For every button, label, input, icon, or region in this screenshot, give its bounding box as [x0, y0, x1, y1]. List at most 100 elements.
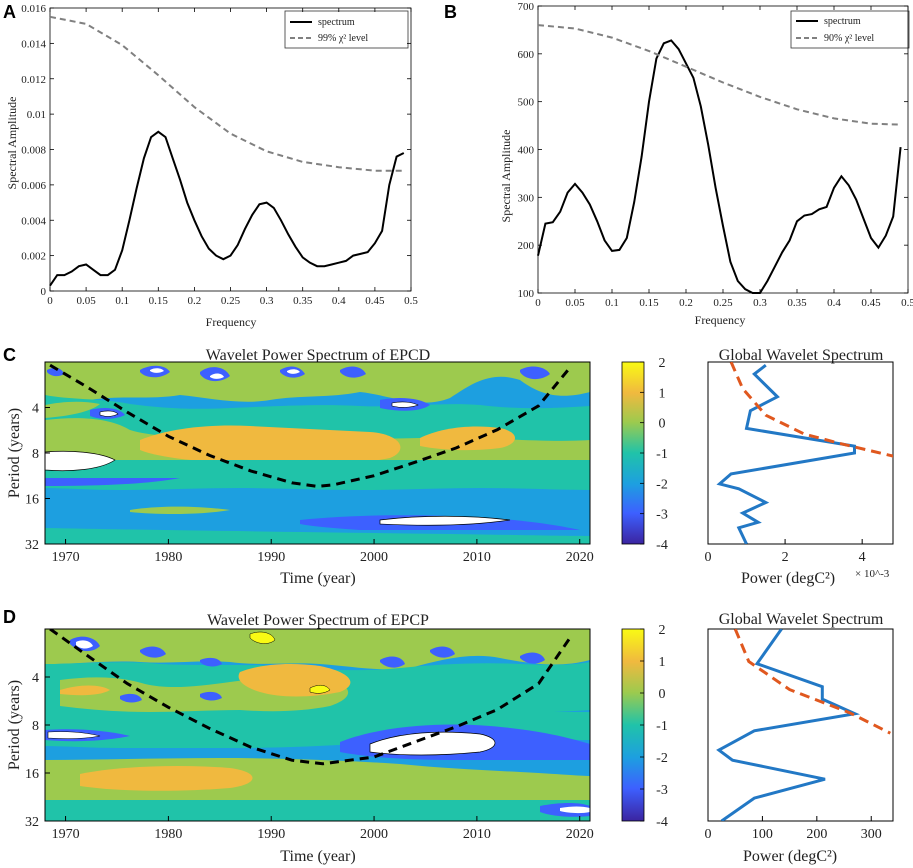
colorbar-tick-label: -4: [656, 815, 668, 830]
x-tick-label: 2000: [360, 550, 388, 565]
x-tick-label: 0.4: [827, 297, 841, 309]
contour-blue-top-6: [520, 652, 545, 664]
y-tick-label: 300: [518, 192, 535, 204]
x-tick-label: 0.1: [115, 295, 129, 307]
x-tick-label: 0.15: [149, 295, 169, 307]
x-tick-label: 0.45: [861, 297, 881, 309]
x-tick-label: 0.3: [753, 297, 767, 309]
panel-label-b: B: [444, 2, 457, 22]
x-tick-label: 0.2: [679, 297, 693, 309]
contour-white-top-1: [150, 368, 164, 373]
x-tick-label: 0.05: [76, 295, 96, 307]
x-tick-label: 0.5: [404, 295, 418, 307]
contour-orange-patch: [420, 426, 515, 451]
global-x-tick-label: 2: [782, 550, 789, 565]
x-tick-label: 0.2: [188, 295, 202, 307]
legend-entry-spectrum: spectrum: [824, 16, 861, 27]
y-tick-label: 8: [32, 719, 39, 734]
panel-label-d: D: [3, 607, 16, 627]
panel-c-wavelet-chart: Wavelet Power Spectrum of EPCD Time (yea…: [6, 347, 894, 587]
contour-blue-top-5: [520, 366, 550, 380]
y-tick-label: 600: [518, 49, 535, 61]
global-spectrum-line: [716, 364, 856, 544]
x-tick-label: 1980: [154, 827, 182, 842]
panel-c-global-xlabel: Power (degC²): [741, 570, 835, 587]
x-tick-label: 0.05: [565, 297, 585, 309]
y-tick-label: 0.014: [21, 38, 46, 50]
y-tick-label: 4: [32, 402, 39, 417]
contour-blue-mid-2: [120, 693, 142, 703]
global-x-tick-label: 4: [859, 550, 866, 565]
contour-white-band: [379, 515, 511, 526]
y-tick-label: 0.01: [27, 109, 46, 121]
colorbar-tick-label: -2: [656, 751, 668, 766]
contour-white-left: [47, 731, 101, 739]
panel-a-axes-frame: [49, 7, 412, 292]
panel-d-global-xlabel: Power (degC²): [743, 848, 837, 865]
y-tick-label: 700: [518, 1, 535, 13]
panel-c-global-title: Global Wavelet Spectrum: [719, 347, 884, 364]
contour-blue-strip: [45, 478, 180, 486]
global-x-tick-label: 200: [806, 827, 827, 842]
colorbar-tick-label: -1: [656, 447, 668, 462]
colorbar-tick-label: -3: [656, 783, 668, 798]
global-significance-line: [729, 362, 893, 458]
colorbar-tick-label: 2: [659, 623, 666, 638]
x-tick-label: 0.45: [365, 295, 385, 307]
panel-c-global-xscale: × 10^-3: [855, 568, 890, 580]
panel-b-legend-frame: [790, 10, 910, 49]
legend-entry-spectrum: spectrum: [318, 17, 355, 28]
y-tick-label: 200: [518, 240, 535, 252]
contour-white-bottom: [560, 806, 590, 814]
y-tick-label: 0.008: [21, 145, 46, 157]
colorbar-tick-label: 1: [659, 386, 666, 401]
x-tick-label: 0.1: [605, 297, 619, 309]
panel-d-ylabel: Period (years): [6, 680, 23, 770]
contour-blue-corner: [47, 367, 64, 377]
contour-orange-small: [60, 685, 110, 696]
contour-blue-mid-1: [200, 691, 222, 701]
x-tick-label: 1980: [154, 550, 182, 565]
y-tick-label: 0.002: [21, 251, 46, 263]
colorbar-tick-label: -1: [656, 719, 668, 734]
panel-b-axes-frame: [537, 5, 909, 294]
spectrum-line: [49, 130, 405, 287]
x-tick-label: 0: [535, 297, 541, 309]
x-tick-label: 1990: [257, 827, 285, 842]
panel-b-ylabel: Spectral Amplitude: [499, 130, 513, 223]
contour-teal-bottom: [45, 800, 590, 821]
y-tick-label: 0: [41, 286, 47, 298]
panel-label-c: C: [3, 345, 16, 365]
x-tick-label: 0.35: [293, 295, 313, 307]
panel-d-cone-of-influence: [49, 629, 571, 766]
colorbar-tick-label: 2: [659, 356, 666, 371]
global-significance-line: [733, 629, 891, 735]
contour-blue-top-3: [200, 657, 222, 667]
spectrum-line: [537, 39, 902, 294]
panel-c-title: Wavelet Power Spectrum of EPCD: [206, 347, 430, 364]
panel-b-spectrum-chart: Spectral Amplitude Frequency spectrum 90…: [499, 10, 910, 327]
colorbar-tick-label: -2: [656, 477, 668, 492]
contour-white-blob-left: [99, 410, 119, 417]
contour-blue-top-2: [140, 646, 166, 658]
contour-yellow-small: [309, 685, 331, 694]
panel-c-cone-of-influence: [49, 363, 571, 488]
y-tick-label: 32: [25, 538, 39, 553]
contour-teal-bottom: [45, 528, 590, 544]
panel-a-legend-frame: [284, 10, 409, 49]
contour-blue-top-4: [380, 656, 405, 668]
y-tick-label: 16: [25, 493, 39, 508]
x-tick-label: 0.25: [713, 297, 733, 309]
y-tick-label: 4: [32, 671, 39, 686]
x-tick-label: 0: [47, 295, 53, 307]
contour-white-blob: [391, 401, 419, 408]
colorbar-tick-label: -4: [656, 538, 668, 553]
contour-white-patch-left: [45, 450, 116, 472]
contour-blue-top-4: [340, 366, 366, 378]
x-tick-label: 1990: [257, 550, 285, 565]
panel-a-xlabel: Frequency: [206, 315, 257, 329]
x-tick-label: 1970: [52, 550, 80, 565]
global-x-tick-label: 300: [861, 827, 882, 842]
global-x-tick-label: 100: [752, 827, 773, 842]
x-tick-label: 0.15: [639, 297, 659, 309]
